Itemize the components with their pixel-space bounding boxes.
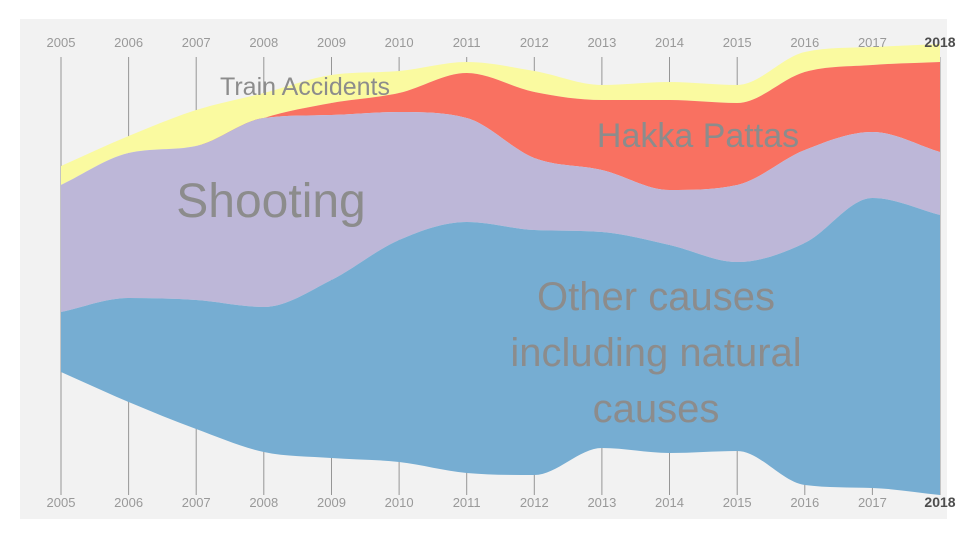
year-label-top-2011[interactable]: 2011 — [453, 35, 481, 50]
band-label-shooting: Shooting — [176, 175, 366, 228]
year-label-bottom-2007[interactable]: 2007 — [182, 495, 211, 510]
year-label-bottom-2009[interactable]: 2009 — [317, 495, 346, 510]
year-label-bottom-2012[interactable]: 2012 — [520, 495, 549, 510]
band-label-other-causes-including-natural-causes: Other causes including natural causes — [510, 275, 801, 431]
year-label-top-2016[interactable]: 2016 — [790, 35, 819, 50]
band-train-accidents[interactable] — [61, 44, 940, 185]
year-label-top-2018[interactable]: 2018 — [924, 34, 955, 50]
year-label-top-2008[interactable]: 2008 — [249, 35, 278, 50]
year-label-bottom-2006[interactable]: 2006 — [114, 495, 143, 510]
year-label-top-2006[interactable]: 2006 — [114, 35, 143, 50]
year-label-top-2005[interactable]: 2005 — [47, 35, 76, 50]
year-label-top-2014[interactable]: 2014 — [655, 35, 684, 50]
year-label-bottom-2017[interactable]: 2017 — [858, 495, 887, 510]
year-label-bottom-2010[interactable]: 2010 — [385, 495, 414, 510]
band-label-hakka-pattas: Hakka Pattas — [597, 117, 799, 155]
year-label-top-2017[interactable]: 2017 — [858, 35, 887, 50]
year-label-bottom-2016[interactable]: 2016 — [790, 495, 819, 510]
band-label-train-accidents: Train Accidents — [220, 73, 390, 101]
year-label-top-2015[interactable]: 2015 — [723, 35, 752, 50]
year-label-bottom-2015[interactable]: 2015 — [723, 495, 752, 510]
year-label-top-2012[interactable]: 2012 — [520, 35, 549, 50]
year-label-bottom-2008[interactable]: 2008 — [249, 495, 278, 510]
band-hakka-pattas[interactable] — [61, 62, 940, 190]
year-label-top-2009[interactable]: 2009 — [317, 35, 346, 50]
year-label-top-2007[interactable]: 2007 — [182, 35, 211, 50]
year-label-top-2010[interactable]: 2010 — [385, 35, 414, 50]
year-label-bottom-2005[interactable]: 2005 — [47, 495, 76, 510]
year-label-top-2013[interactable]: 2013 — [587, 35, 616, 50]
band-other-causes-including-natural-causes[interactable] — [61, 198, 940, 495]
year-label-bottom-2014[interactable]: 2014 — [655, 495, 684, 510]
year-label-bottom-2018[interactable]: 2018 — [924, 494, 955, 510]
year-label-bottom-2013[interactable]: 2013 — [587, 495, 616, 510]
year-label-bottom-2011[interactable]: 2011 — [453, 495, 481, 510]
band-shooting[interactable] — [61, 112, 940, 312]
